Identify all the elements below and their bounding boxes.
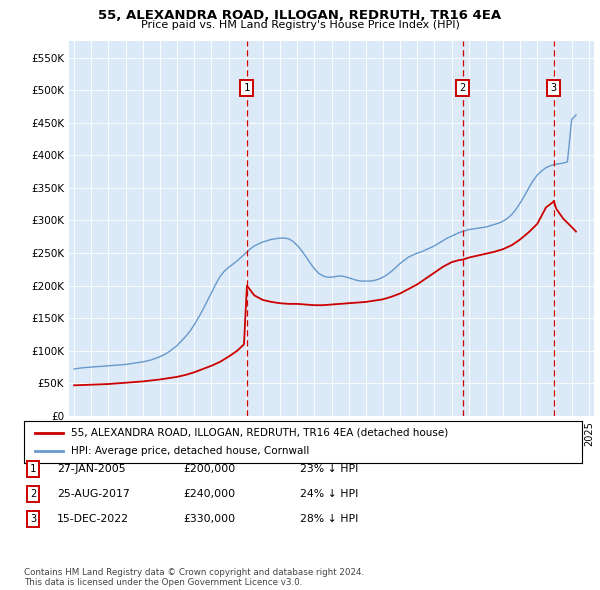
- Text: 23% ↓ HPI: 23% ↓ HPI: [300, 464, 358, 474]
- Text: 3: 3: [551, 83, 557, 93]
- Text: 3: 3: [30, 514, 36, 523]
- Text: Contains HM Land Registry data © Crown copyright and database right 2024.
This d: Contains HM Land Registry data © Crown c…: [24, 568, 364, 587]
- Text: £200,000: £200,000: [183, 464, 235, 474]
- Text: 2: 2: [30, 489, 36, 499]
- Text: 55, ALEXANDRA ROAD, ILLOGAN, REDRUTH, TR16 4EA (detached house): 55, ALEXANDRA ROAD, ILLOGAN, REDRUTH, TR…: [71, 428, 449, 438]
- Text: 25-AUG-2017: 25-AUG-2017: [57, 489, 130, 499]
- Text: 24% ↓ HPI: 24% ↓ HPI: [300, 489, 358, 499]
- Text: Price paid vs. HM Land Registry's House Price Index (HPI): Price paid vs. HM Land Registry's House …: [140, 20, 460, 30]
- Text: 27-JAN-2005: 27-JAN-2005: [57, 464, 125, 474]
- Text: 55, ALEXANDRA ROAD, ILLOGAN, REDRUTH, TR16 4EA: 55, ALEXANDRA ROAD, ILLOGAN, REDRUTH, TR…: [98, 9, 502, 22]
- Text: £330,000: £330,000: [183, 514, 235, 523]
- Text: 1: 1: [244, 83, 250, 93]
- Text: 2: 2: [460, 83, 466, 93]
- Text: HPI: Average price, detached house, Cornwall: HPI: Average price, detached house, Corn…: [71, 446, 310, 456]
- Text: 28% ↓ HPI: 28% ↓ HPI: [300, 514, 358, 523]
- Text: 1: 1: [30, 464, 36, 474]
- Text: £240,000: £240,000: [183, 489, 235, 499]
- Text: 15-DEC-2022: 15-DEC-2022: [57, 514, 129, 523]
